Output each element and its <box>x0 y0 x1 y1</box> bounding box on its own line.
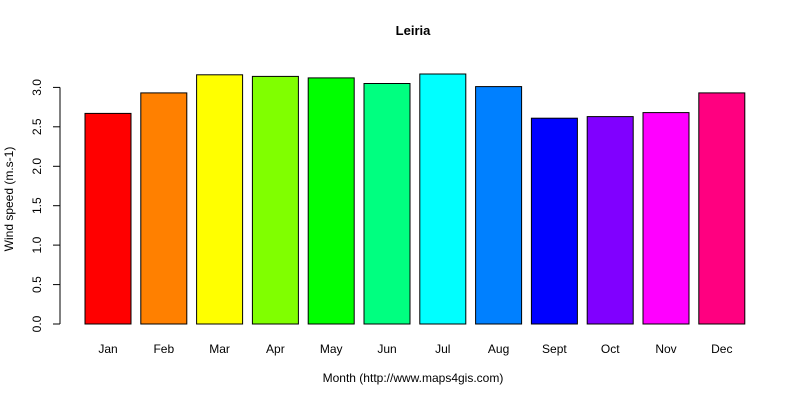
x-ticks-group: Jan Feb Mar Apr May Jun Jul Aug Sept Oct Nov Dec <box>98 342 732 356</box>
y-ticks-group: 0.0 0.5 1.0 1.5 2.0 2.5 3.0 <box>30 79 60 332</box>
x-tick-label: Jan <box>98 342 117 356</box>
x-tick-label: May <box>320 342 343 356</box>
x-tick-label: Jun <box>377 342 396 356</box>
x-tick-label: Oct <box>601 342 620 356</box>
bar-mar <box>196 74 244 325</box>
x-tick-label: Jul <box>435 342 450 356</box>
y-axis-label: Wind speed (m.s-1) <box>2 147 16 252</box>
x-tick-label: Apr <box>266 342 285 356</box>
bar-feb <box>140 92 188 325</box>
y-tick-label: 2.0 <box>30 158 44 175</box>
bar-aug <box>475 86 523 325</box>
bar-apr <box>251 75 299 325</box>
bar-sept <box>530 117 578 325</box>
y-tick-label: 3.0 <box>30 79 44 96</box>
bar-nov <box>642 112 690 325</box>
y-tick-label: 1.0 <box>30 236 44 253</box>
x-tick-label: Mar <box>209 342 230 356</box>
y-tick-label: 1.5 <box>30 197 44 214</box>
bars-group <box>84 73 746 325</box>
x-tick-label: Nov <box>655 342 676 356</box>
bar-may <box>307 77 355 325</box>
bar-jul <box>419 73 467 325</box>
bar-jun <box>363 83 411 325</box>
y-tick-label: 0.0 <box>30 315 44 332</box>
x-axis-label: Month (http://www.maps4gis.com) <box>323 371 504 385</box>
x-tick-label: Aug <box>488 342 509 356</box>
x-tick-label: Sept <box>542 342 567 356</box>
x-tick-label: Dec <box>711 342 732 356</box>
y-tick-label: 0.5 <box>30 276 44 293</box>
chart-title: Leiria <box>396 23 431 38</box>
bar-oct <box>586 116 634 325</box>
bar-dec <box>698 92 746 325</box>
bar-jan <box>84 112 132 325</box>
x-tick-label: Feb <box>153 342 174 356</box>
y-tick-label: 2.5 <box>30 118 44 135</box>
